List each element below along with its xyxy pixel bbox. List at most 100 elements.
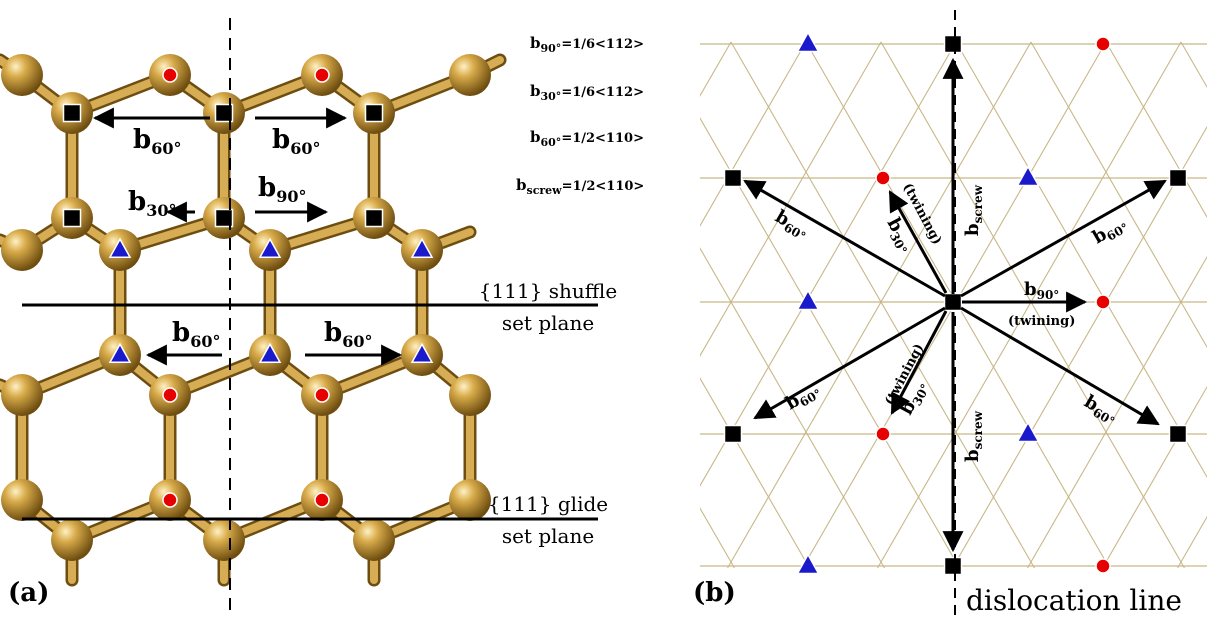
red-dot-site xyxy=(1095,294,1111,310)
arrow-b60-ur xyxy=(960,179,1167,298)
atom xyxy=(449,374,491,416)
lattice-diagonal-line xyxy=(700,41,882,357)
black-square-site xyxy=(1168,168,1188,188)
black-square-site xyxy=(364,208,384,228)
lattice-diagonal-line xyxy=(952,125,1207,569)
shuffle-plane-label-2: set plane xyxy=(502,311,594,335)
legend-b30: b30°=1/6<112> xyxy=(530,82,644,103)
lattice-diagonal-line xyxy=(1102,385,1207,569)
red-dot-site xyxy=(314,67,330,83)
black-square-site xyxy=(723,168,743,188)
lattice-diagonal-line xyxy=(1180,41,1207,89)
lattice-diagonal-line xyxy=(700,377,810,569)
site-markers xyxy=(62,67,434,508)
atom xyxy=(449,479,491,521)
label-b30: b30° xyxy=(128,187,176,220)
label-b90: b90° xyxy=(258,173,306,206)
black-square-site xyxy=(364,103,384,123)
panel-a-label: (a) xyxy=(8,578,49,608)
blue-triangle-site xyxy=(410,342,434,363)
label-b60-right-mid: b60° xyxy=(324,318,372,351)
label-b60-ul: b60° xyxy=(771,206,813,244)
lattice-diagonal-line xyxy=(877,41,1182,569)
atom xyxy=(1,374,43,416)
atom xyxy=(449,54,491,96)
red-dot-site xyxy=(314,492,330,508)
burgers-vector-legend: b90°=1/6<112> b30°=1/6<112> b60°=1/2<110… xyxy=(516,34,644,197)
label-b60-right-top: b60° xyxy=(272,125,320,158)
legend-b60: b60°=1/2<110> xyxy=(530,128,644,149)
atom xyxy=(1,229,43,271)
blue-triangle-site xyxy=(258,342,282,363)
blue-triangle-site xyxy=(1016,421,1040,443)
blue-triangle-site xyxy=(1016,165,1040,187)
lattice-diagonal-line xyxy=(880,41,1185,569)
blue-triangle-site xyxy=(108,342,132,363)
blue-triangle-site xyxy=(796,553,820,575)
dislocation-line-label: dislocation line xyxy=(966,584,1182,617)
atom xyxy=(1,479,43,521)
blue-triangle-site xyxy=(796,289,820,311)
black-square-site xyxy=(943,556,963,576)
atom xyxy=(51,519,93,561)
arrow-b30-down xyxy=(890,310,948,415)
arrow-b60-ul xyxy=(743,179,946,298)
lattice-diagonal-line xyxy=(700,41,807,227)
lattice-diagonal-line xyxy=(1105,41,1207,219)
label-b60-left-mid: b60° xyxy=(172,318,220,351)
label-bscrew-bottom: bscrew xyxy=(962,410,985,462)
panel-b-label: (b) xyxy=(693,578,736,608)
lattice-diagonal-line xyxy=(1027,255,1207,569)
glide-plane-label-1: {111} glide xyxy=(488,492,608,516)
label-b60-ur: b60° xyxy=(1089,212,1131,250)
atom xyxy=(1,54,43,96)
red-dot-site xyxy=(875,426,891,442)
arrow-b60-lr xyxy=(960,306,1160,426)
label-b60-left-top: b60° xyxy=(133,125,181,158)
shuffle-plane-label-1: {111} shuffle xyxy=(479,279,617,303)
black-square-site xyxy=(214,208,234,228)
label-b60-ll: b60° xyxy=(782,378,824,416)
blue-triangle-site xyxy=(410,237,434,258)
black-square-site xyxy=(62,208,82,228)
label-bscrew-top: bscrew xyxy=(962,184,985,236)
glide-plane-label-2: set plane xyxy=(502,524,594,548)
black-square-site xyxy=(214,103,234,123)
red-dot-site xyxy=(314,387,330,403)
black-square-site xyxy=(1168,424,1188,444)
atom xyxy=(203,519,245,561)
red-dot-site xyxy=(1095,558,1111,574)
atom xyxy=(353,519,395,561)
label-b90: b90° xyxy=(1024,279,1059,302)
label-twining-up: (twining) xyxy=(899,181,944,248)
black-square-site xyxy=(943,292,963,312)
black-square-site xyxy=(943,34,963,54)
blue-triangle-site xyxy=(258,237,282,258)
red-dot-site xyxy=(1095,36,1111,52)
lattice-diagonal-line xyxy=(730,41,1035,569)
burgers-vectors-b xyxy=(743,57,1167,553)
legend-b90: b90°=1/6<112> xyxy=(530,34,644,55)
panel-b-lattice: bscrew bscrew b60° b60° b60° b60° b30° (… xyxy=(693,10,1207,618)
lattice-diagonal-line xyxy=(700,247,885,569)
legend-bscrew: bscrew=1/2<110> xyxy=(516,176,644,197)
arrow-b60-ll xyxy=(753,306,946,420)
red-dot-site xyxy=(875,170,891,186)
panel-a-crystal: b60° b60° b30° b90° b60° b60° {111} shuf… xyxy=(0,18,617,610)
red-dot-site xyxy=(162,492,178,508)
black-square-site xyxy=(723,424,743,444)
arrow-b30-up xyxy=(888,190,948,294)
blue-triangle-site xyxy=(796,31,820,53)
label-twining-b90: (twining) xyxy=(1008,314,1075,329)
lattice-diagonal-line xyxy=(1030,41,1207,349)
red-dot-site xyxy=(162,67,178,83)
black-square-site xyxy=(62,103,82,123)
bond-network xyxy=(0,53,507,587)
lattice-site-markers xyxy=(723,31,1188,576)
label-b30-up: b30° xyxy=(881,214,918,256)
lattice-diagonal-line xyxy=(727,41,1032,569)
lattice-diagonal-line xyxy=(955,41,1207,479)
red-dot-site xyxy=(162,387,178,403)
blue-triangle-site xyxy=(108,237,132,258)
